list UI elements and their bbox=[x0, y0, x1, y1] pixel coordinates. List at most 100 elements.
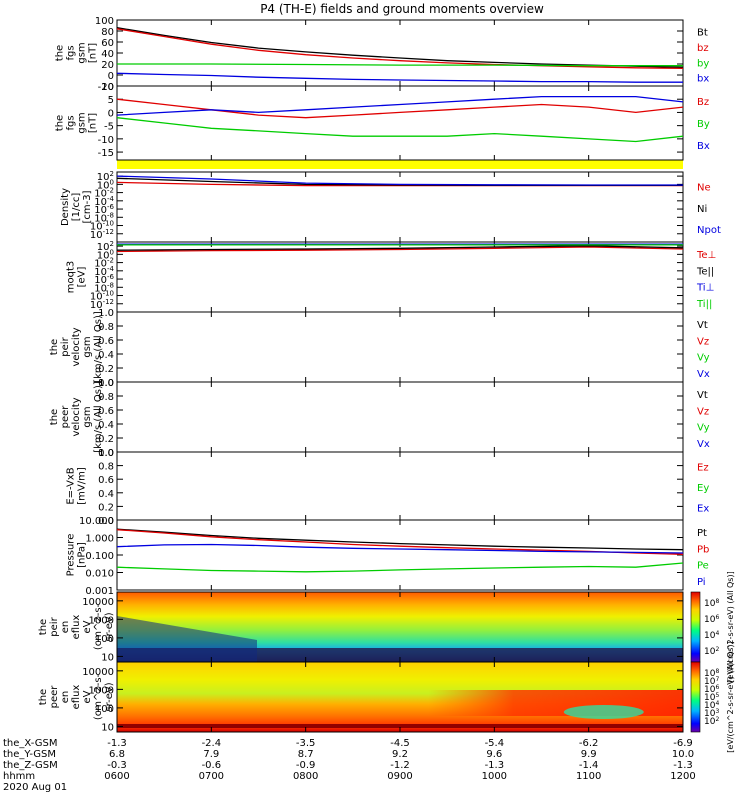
legend-entry: Pb bbox=[697, 544, 709, 555]
series-line-Bz bbox=[116, 98, 684, 119]
y-axis-label-line: gsm bbox=[77, 112, 88, 133]
legend-entry: Ez bbox=[697, 462, 709, 473]
x-axis-value: -5.4 bbox=[485, 738, 505, 749]
y-axis-label-line: eflux bbox=[71, 685, 82, 710]
colorbar-tick-label: 108 bbox=[704, 598, 719, 609]
y-axis-label-line: eV bbox=[82, 620, 93, 633]
colorbar-label: [eV/(cm^2-s-sr-eV) (All Qs)] bbox=[726, 571, 735, 682]
y-tick-label: 0.010 bbox=[85, 569, 114, 580]
legend-entry: Te|| bbox=[696, 266, 714, 277]
legend-entry: Ti⊥ bbox=[696, 283, 714, 294]
y-tick-label: 10-6 bbox=[94, 273, 114, 286]
legend-entry: bz bbox=[697, 43, 709, 54]
y-axis-label-line: [mV/m] bbox=[77, 467, 88, 505]
y-tick-label: 10-8 bbox=[94, 281, 114, 294]
x-axis-row-label: the_X-GSM bbox=[3, 738, 57, 749]
x-axis-value: 9.2 bbox=[392, 749, 408, 760]
x-axis-row-label: the_Y-GSM bbox=[3, 749, 56, 760]
legend-entry: Vy bbox=[697, 423, 710, 434]
spectrogram-dark-region bbox=[117, 616, 257, 662]
spectrogram-low-band bbox=[117, 724, 683, 728]
y-tick-label: 0 bbox=[108, 71, 114, 82]
y-tick-label: 100 bbox=[95, 634, 114, 645]
y-axis-label-line: the bbox=[38, 689, 49, 705]
y-tick-label: 0.4 bbox=[98, 350, 114, 361]
x-axis-value: 1200 bbox=[670, 771, 695, 782]
y-axis-label-line: [km/s (All Qs)] bbox=[93, 381, 104, 453]
x-axis-value: 10.0 bbox=[672, 749, 694, 760]
colorbar-tick-label: 107 bbox=[704, 676, 719, 687]
y-tick-label: 10000 bbox=[82, 597, 114, 608]
y-axis-label-line: [eV] bbox=[77, 267, 88, 288]
legend-entry: Bt bbox=[697, 28, 708, 39]
x-axis-value: 1000 bbox=[482, 771, 507, 782]
panel-frame bbox=[116, 381, 684, 453]
x-axis-row-label: hhmm bbox=[3, 771, 35, 782]
colorbar-tick-label: 106 bbox=[704, 614, 719, 625]
x-axis-value: 9.6 bbox=[486, 749, 502, 760]
legend-entry: By bbox=[697, 119, 710, 130]
y-axis-label-line: the bbox=[49, 339, 60, 355]
panel-frame bbox=[116, 171, 684, 243]
y-tick-label: 10-12 bbox=[90, 228, 114, 241]
y-tick-label: 10-4 bbox=[94, 195, 114, 208]
y-tick-label: 10 bbox=[101, 652, 114, 663]
panel-pressure: 10.0001.0000.1000.0100.001Pressure[nPa]P… bbox=[66, 516, 710, 597]
y-tick-label: -10 bbox=[98, 135, 114, 146]
legend-entry: Vz bbox=[697, 336, 709, 347]
colorbar-tick-label: 102 bbox=[704, 716, 719, 727]
y-tick-label: 0.100 bbox=[85, 551, 114, 562]
y-tick-label: 0.2 bbox=[98, 364, 114, 375]
y-axis-label: thefgsgsm[nT] bbox=[55, 42, 99, 63]
panel-peer_eflux: 10000 1000 100 10 thepeerenefluxeV(cm^2-s-sr… bbox=[38, 641, 735, 752]
y-tick-label: 10 bbox=[101, 82, 114, 93]
x-axis-value: 0800 bbox=[293, 771, 318, 782]
y-axis-label-line: [km/s (All Qs)] bbox=[93, 311, 104, 383]
x-axis-value: -0.9 bbox=[296, 760, 316, 771]
quality-flag-bar bbox=[117, 160, 683, 169]
y-axis-label: thefgsgsm[nT] bbox=[55, 112, 99, 133]
y-axis-label-line: [1/cc] bbox=[71, 193, 82, 222]
y-tick-label: 10-8 bbox=[94, 211, 114, 224]
panel-frame bbox=[116, 311, 684, 383]
colorbar bbox=[690, 661, 701, 733]
y-tick-label: 60 bbox=[101, 38, 114, 49]
y-axis-label-line: eflux bbox=[71, 615, 82, 640]
y-axis-label: moqt3[eV] bbox=[66, 261, 88, 294]
y-tick-label: 20 bbox=[101, 60, 114, 71]
panel-electric_field: 1.0 0.8 0.6 0.4 0.2 0.0 E=-VxB[mV/m] Ez Ey Ex bbox=[66, 448, 710, 527]
x-axis-value: -1.2 bbox=[390, 760, 410, 771]
legend-entry: Ti|| bbox=[696, 299, 712, 310]
y-tick-label: 10-2 bbox=[94, 257, 114, 270]
colorbar-label: [eV/(cm^2-s-sr-eV) (All Qs)] bbox=[726, 641, 735, 752]
y-axis-label-line: Pressure bbox=[66, 534, 77, 577]
panel-frame bbox=[116, 451, 684, 521]
legend-entry: Ne bbox=[697, 183, 711, 194]
y-axis-label: thepeerenefluxeV(cm^2-s-sr-eV) bbox=[38, 673, 115, 720]
legend-entry: Vt bbox=[697, 320, 708, 331]
y-axis-label-line: [cm-3] bbox=[82, 190, 93, 223]
y-axis-label-line: fgs bbox=[66, 115, 77, 130]
y-tick-label: 0.001 bbox=[85, 586, 114, 597]
series-line-Pe bbox=[116, 562, 684, 573]
series-line-Pt bbox=[116, 528, 684, 551]
y-tick-label: 0.2 bbox=[98, 434, 114, 445]
colorbar-tick-label: 102 bbox=[704, 646, 719, 657]
panel-density: 10210010-210-410-610-810-1010-12Density[… bbox=[60, 170, 721, 243]
y-tick-label: 1.0 bbox=[98, 308, 114, 319]
y-axis-label-line: (cm^2-s- bbox=[93, 603, 104, 650]
y-axis-label-line: Density bbox=[60, 188, 71, 226]
series-line-Te|| bbox=[116, 245, 684, 251]
y-axis-label: Density[1/cc][cm-3] bbox=[60, 188, 93, 226]
y-tick-label: 1000 bbox=[89, 685, 114, 696]
legend-entry: Vx bbox=[697, 439, 710, 450]
y-tick-label: 100 bbox=[97, 248, 114, 261]
y-tick-label: 0.2 bbox=[98, 502, 114, 513]
x-axis-value: -1.3 bbox=[673, 760, 693, 771]
panel-frame bbox=[116, 19, 684, 87]
y-axis-label-line: [nT] bbox=[88, 113, 99, 133]
y-tick-label: 10-4 bbox=[94, 265, 114, 278]
y-tick-label: 40 bbox=[101, 49, 114, 60]
